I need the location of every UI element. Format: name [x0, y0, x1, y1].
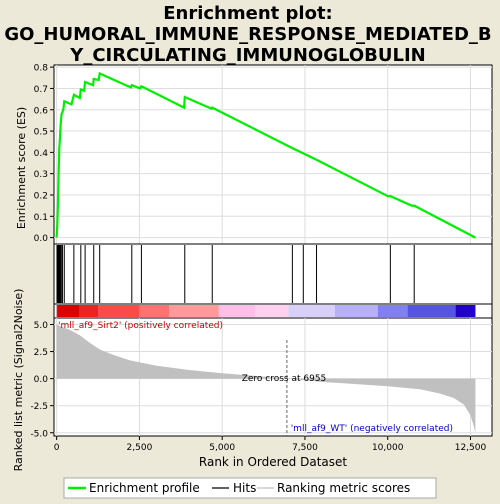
rank-bar-segment — [255, 305, 289, 317]
rank-bar-segment — [57, 305, 80, 317]
rank-bar-segment — [218, 305, 256, 317]
x-axis-label: Rank in Ordered Dataset — [199, 455, 347, 469]
legend-box — [63, 477, 437, 499]
rank-bar-segment — [288, 305, 335, 317]
legend: Enrichment profile Hits Ranking metric s… — [63, 477, 437, 499]
x-tick-label: 10,000 — [372, 443, 404, 453]
es-y-tick-label: 0.3 — [34, 170, 48, 180]
ranking-metric-area — [56, 324, 476, 433]
es-y-tick-label: 0.1 — [34, 213, 48, 223]
rank-bar-segment — [79, 305, 99, 317]
es-plot-area — [53, 64, 493, 245]
x-tick-label: 5,000 — [209, 443, 235, 453]
zero-cross-label: Zero cross at 6955 — [242, 374, 327, 384]
rank-bar-segment — [377, 305, 408, 317]
legend-label-ranking-metric: Ranking metric scores — [277, 481, 410, 495]
rank-bar-segment — [407, 305, 456, 317]
hits-plot-area — [53, 243, 493, 305]
chart-title: Enrichment plot: GO_HUMORAL_IMMUNE_RESPO… — [4, 3, 491, 66]
x-tick-label: 12,500 — [455, 443, 487, 453]
x-axis-ticks: 0 2,500 5,000 7,500 10,000 12,500 — [54, 436, 487, 453]
title-line-1: Enrichment plot: — [163, 3, 333, 24]
metric-y-tick-label: -5.0 — [30, 429, 48, 439]
x-tick-label: 7,500 — [292, 443, 318, 453]
metric-y-tick-label: 5.0 — [34, 321, 49, 331]
title-line-2: GO_HUMORAL_IMMUNE_RESPONSE_MEDIATED_B — [4, 24, 491, 45]
enrichment-profile-line — [55, 71, 476, 239]
metric-y-tick-label: 0.0 — [34, 375, 49, 385]
x-tick-label: 0 — [54, 443, 60, 453]
es-y-tick-label: 0.5 — [34, 128, 48, 138]
metric-y-tick-label: 2.5 — [34, 348, 48, 358]
es-y-tick-label: 0.4 — [34, 149, 49, 159]
legend-label-enrichment-profile: Enrichment profile — [89, 481, 200, 495]
rank-bar-segment — [169, 305, 219, 317]
x-tick-label: 2,500 — [127, 443, 153, 453]
es-y-tick-label: 0.6 — [34, 106, 49, 116]
es-y-tick-label: 0.7 — [34, 85, 48, 95]
es-y-tick-label: 0.0 — [34, 234, 49, 244]
es-y-axis-label: Enrichment score (ES) — [15, 107, 28, 229]
positive-correlation-label: 'mll_af9_Sirt2' (positively correlated) — [58, 321, 223, 331]
rank-bar-segment — [139, 305, 170, 317]
es-y-tick-label: 0.2 — [34, 191, 48, 201]
metric-y-axis-ticks: -5.0 -2.5 0.0 2.5 5.0 — [30, 321, 54, 439]
es-y-axis-ticks: 0.0 0.1 0.2 0.3 0.4 0.5 0.6 0.7 0.8 — [34, 64, 54, 244]
hit-markers — [56, 245, 415, 303]
negative-correlation-label: 'mll_af9_WT' (negatively correlated) — [291, 424, 453, 434]
rank-bar-segment — [334, 305, 378, 317]
rank-color-bar — [56, 305, 476, 317]
metric-y-axis-label: Ranked list metric (Signal2Noise) — [12, 289, 25, 472]
title-line-3: Y_CIRCULATING_IMMUNOGLOBULIN — [69, 45, 425, 66]
rank-bar-segment — [98, 305, 140, 317]
es-y-tick-label: 0.8 — [34, 64, 49, 74]
legend-label-hits: Hits — [233, 481, 256, 495]
metric-y-tick-label: -2.5 — [30, 402, 48, 412]
rank-bar-segment — [455, 305, 476, 317]
rank-bar-segment — [56, 305, 58, 317]
